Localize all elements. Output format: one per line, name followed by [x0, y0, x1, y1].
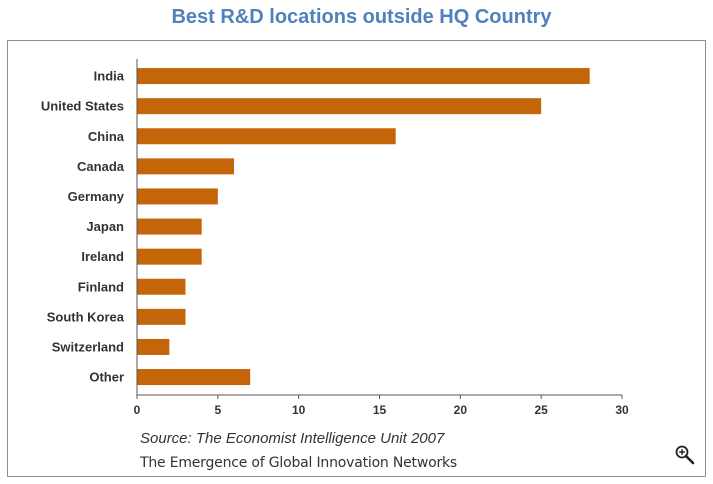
bar-united-states: [137, 98, 542, 115]
bar-india: [137, 68, 590, 85]
category-label: Ireland: [81, 249, 124, 264]
bar-south-korea: [137, 308, 186, 325]
chart-title: Best R&D locations outside HQ Country: [171, 6, 552, 28]
bar-other: [137, 369, 251, 386]
zoom-in-icon[interactable]: [674, 444, 696, 466]
bar-switzerland: [137, 338, 170, 355]
category-label: Switzerland: [52, 339, 124, 354]
category-label: Finland: [78, 279, 124, 294]
category-label: Germany: [68, 189, 125, 204]
category-label: China: [88, 129, 125, 144]
x-tick-label: 30: [615, 403, 629, 417]
bar-japan: [137, 218, 202, 235]
category-label: United States: [41, 99, 124, 114]
x-tick-label: 15: [373, 403, 387, 417]
category-label: Japan: [86, 219, 124, 234]
bar-china: [137, 128, 396, 145]
report-subtitle: The Emergence of Global Innovation Netwo…: [140, 455, 458, 471]
x-tick-label: 0: [134, 403, 141, 417]
bars-group: [137, 68, 590, 386]
x-tick-label: 5: [214, 403, 221, 417]
chart-frame: [7, 40, 706, 477]
source-note: Source: The Economist Intelligence Unit …: [140, 430, 445, 447]
bar-canada: [137, 158, 234, 175]
bar-germany: [137, 188, 218, 205]
x-axis-group: 0 5 10 15 20 25 30: [134, 59, 629, 417]
category-label: Other: [89, 370, 124, 385]
x-tick-label: 25: [534, 403, 548, 417]
x-tick-label: 10: [292, 403, 306, 417]
bar-finland: [137, 278, 186, 295]
category-label: India: [94, 69, 125, 84]
x-tick-label: 20: [454, 403, 468, 417]
category-label: South Korea: [47, 309, 125, 324]
bar-ireland: [137, 248, 202, 265]
category-labels-group: India United States China Canada Germany Japa…: [41, 69, 125, 385]
category-label: Canada: [77, 159, 125, 174]
